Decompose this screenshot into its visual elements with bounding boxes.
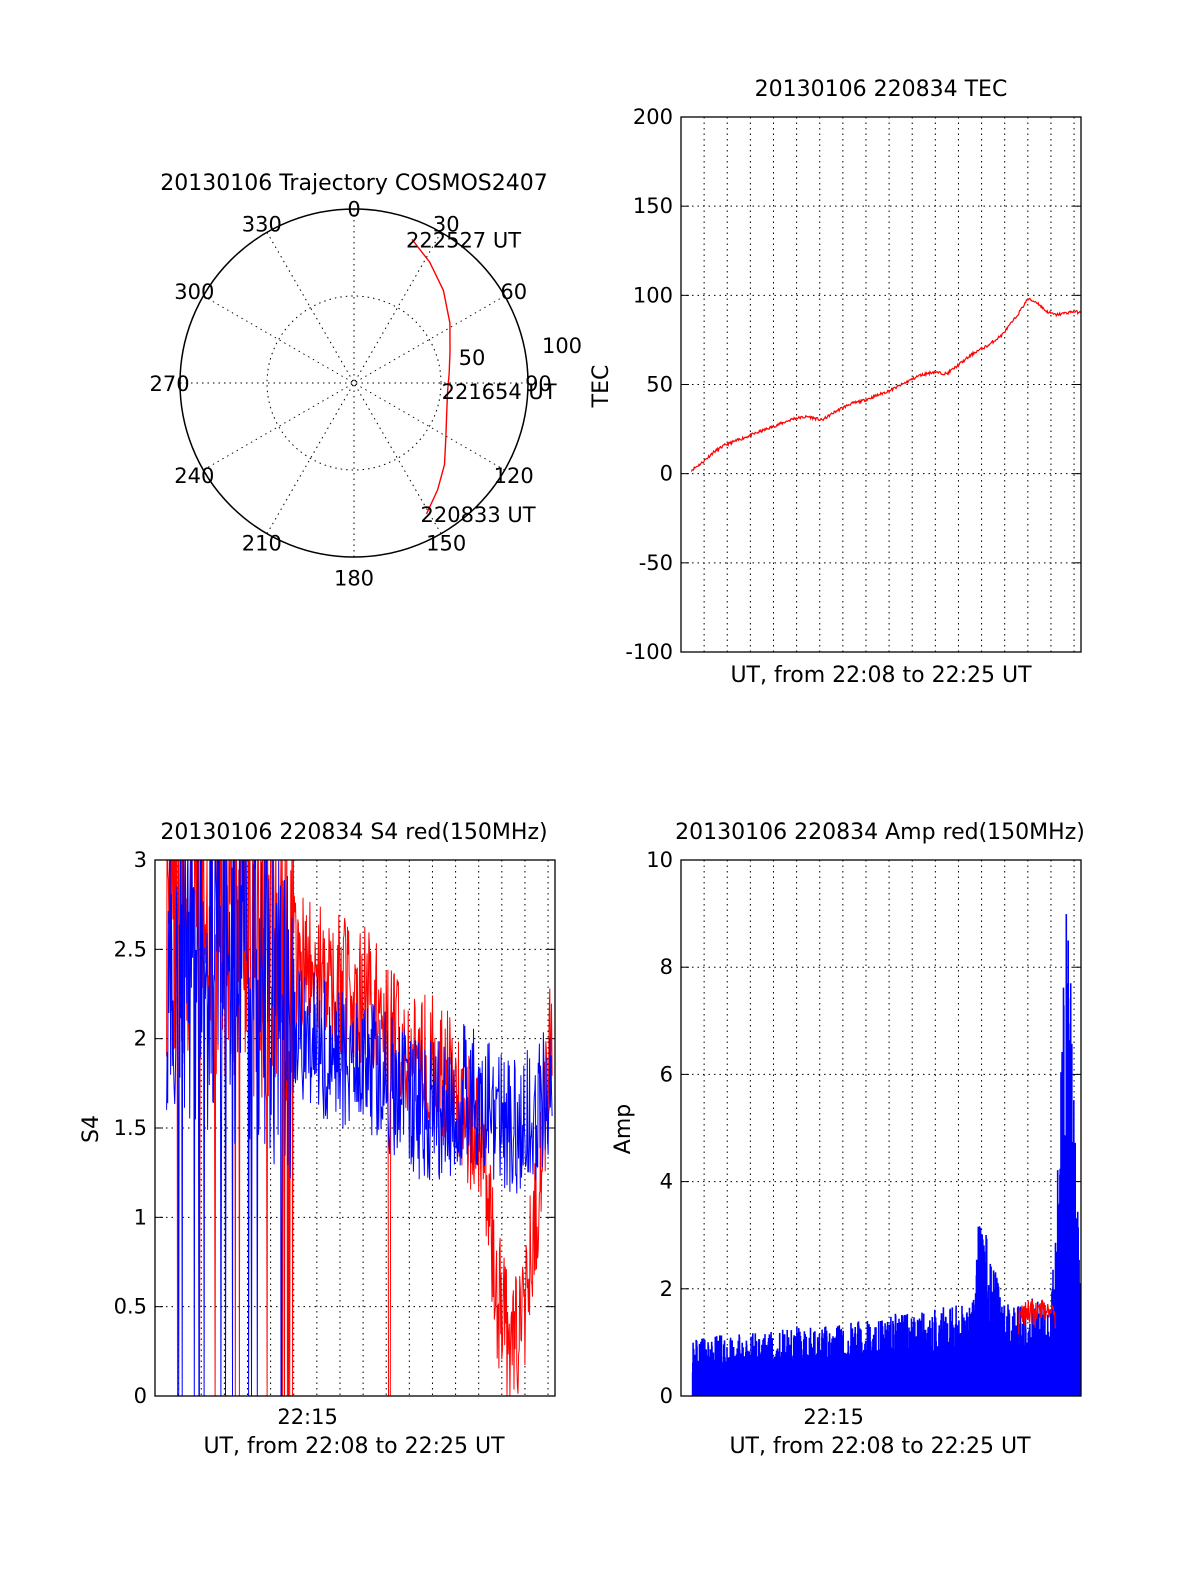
tec-xlabel: UT, from 22:08 to 22:25 UT — [730, 663, 1032, 688]
polar-grid-circle — [266, 295, 442, 471]
tec-ytick-label: 50 — [646, 373, 673, 397]
tec-plot: 20130106 220834 TEC UT, from 22:08 to 22… — [589, 77, 1082, 688]
polar-spoke — [266, 232, 442, 534]
s4-ytick-label: 0.5 — [114, 1295, 147, 1319]
trajectory-polar-plot: 20130106 Trajectory COSMOS2407 0 30 60 90 12… — [150, 171, 583, 590]
tec-ylabel: TEC — [589, 365, 614, 409]
amp-plot-frame — [680, 859, 1082, 1397]
polar-angle-label: 330 — [242, 212, 282, 236]
trajectory-title: 20130106 Trajectory COSMOS2407 — [160, 171, 547, 196]
s4-ytick-label: 1 — [134, 1205, 147, 1229]
polar-angle-labels: 0 30 60 90 120 150 180 210 240 270 300 330 — [150, 198, 552, 591]
s4-ytick-label: 3 — [134, 848, 147, 872]
radial-tick-label: 100 — [542, 334, 582, 358]
polar-angle-label: 60 — [500, 280, 527, 304]
tec-ytick-label: -50 — [639, 551, 673, 575]
trajectory-annotations: 222527 UT 221654 UT 220833 UT — [406, 228, 557, 526]
trajectory-time-label: 221654 UT — [442, 380, 557, 404]
tec-ytick-label: 100 — [633, 283, 673, 307]
amp-title: 20130106 220834 Amp red(150MHz) — [675, 820, 1085, 845]
polar-spoke — [266, 232, 442, 534]
polar-angle-label: 150 — [426, 532, 466, 556]
tec-ytick-label: 200 — [633, 105, 673, 129]
trajectory-series — [411, 238, 451, 515]
tec-ytick-label: 0 — [660, 462, 673, 486]
s4-ylabel: S4 — [79, 1115, 104, 1143]
amp-series-group — [691, 914, 1082, 1396]
amp-xtick-label: 22:15 — [803, 1405, 864, 1429]
amp-red-series — [1018, 1299, 1056, 1335]
amp-plot: 20130106 220834 Amp red(150MHz) UT, from… — [611, 820, 1085, 1459]
amp-ytick-label: 10 — [646, 848, 673, 872]
tec-plot-frame — [680, 116, 1082, 653]
tec-title: 20130106 220834 TEC — [755, 77, 1008, 102]
s4-ytick-label: 2 — [134, 1027, 147, 1051]
amp-ytick-label: 2 — [660, 1277, 673, 1301]
s4-blue-series — [166, 860, 553, 1396]
trajectory-time-label: 222527 UT — [406, 228, 521, 252]
tec-ytick-label: 150 — [633, 194, 673, 218]
s4-title: 20130106 220834 S4 red(150MHz) — [160, 820, 547, 845]
radial-tick-label: 50 — [459, 346, 486, 370]
s4-plot-frame — [154, 859, 556, 1397]
polar-outer-circle — [179, 208, 529, 558]
s4-series-group — [166, 860, 553, 1396]
s4-plot: 20130106 220834 S4 red(150MHz) UT, from … — [79, 820, 556, 1459]
polar-angle-label: 240 — [174, 464, 214, 488]
polar-angle-label: 120 — [494, 464, 534, 488]
s4-xlabel: UT, from 22:08 to 22:25 UT — [203, 1434, 505, 1459]
tec-series-group — [690, 297, 1081, 472]
trajectory-line — [411, 238, 451, 515]
amp-ytick-label: 8 — [660, 955, 673, 979]
s4-ytick-label: 0 — [134, 1384, 147, 1408]
amp-ylabel: Amp — [611, 1104, 636, 1154]
amp-xlabel: UT, from 22:08 to 22:25 UT — [729, 1434, 1031, 1459]
amp-ytick-label: 4 — [660, 1170, 673, 1194]
s4-xtick-label: 22:15 — [277, 1405, 338, 1429]
polar-angle-label: 270 — [150, 372, 190, 396]
amp-ytick-label: 0 — [660, 1384, 673, 1408]
s4-red-series — [166, 860, 553, 1396]
amp-ytick-label: 6 — [660, 1062, 673, 1086]
amp-blue-series — [691, 914, 1082, 1396]
polar-angle-label: 0 — [347, 198, 360, 222]
tec-series-line — [690, 297, 1081, 472]
polar-grid — [180, 209, 528, 557]
s4-ytick-label: 2.5 — [114, 937, 147, 961]
tec-ytick-label: -100 — [625, 640, 673, 664]
polar-angle-label: 30 — [433, 212, 460, 236]
polar-angle-label: 180 — [334, 566, 374, 590]
trajectory-time-label: 220833 UT — [421, 503, 536, 527]
polar-angle-label: 90 — [525, 372, 552, 396]
polar-angle-label: 300 — [174, 280, 214, 304]
polar-angle-label: 210 — [242, 532, 282, 556]
s4-ytick-label: 1.5 — [114, 1116, 147, 1140]
